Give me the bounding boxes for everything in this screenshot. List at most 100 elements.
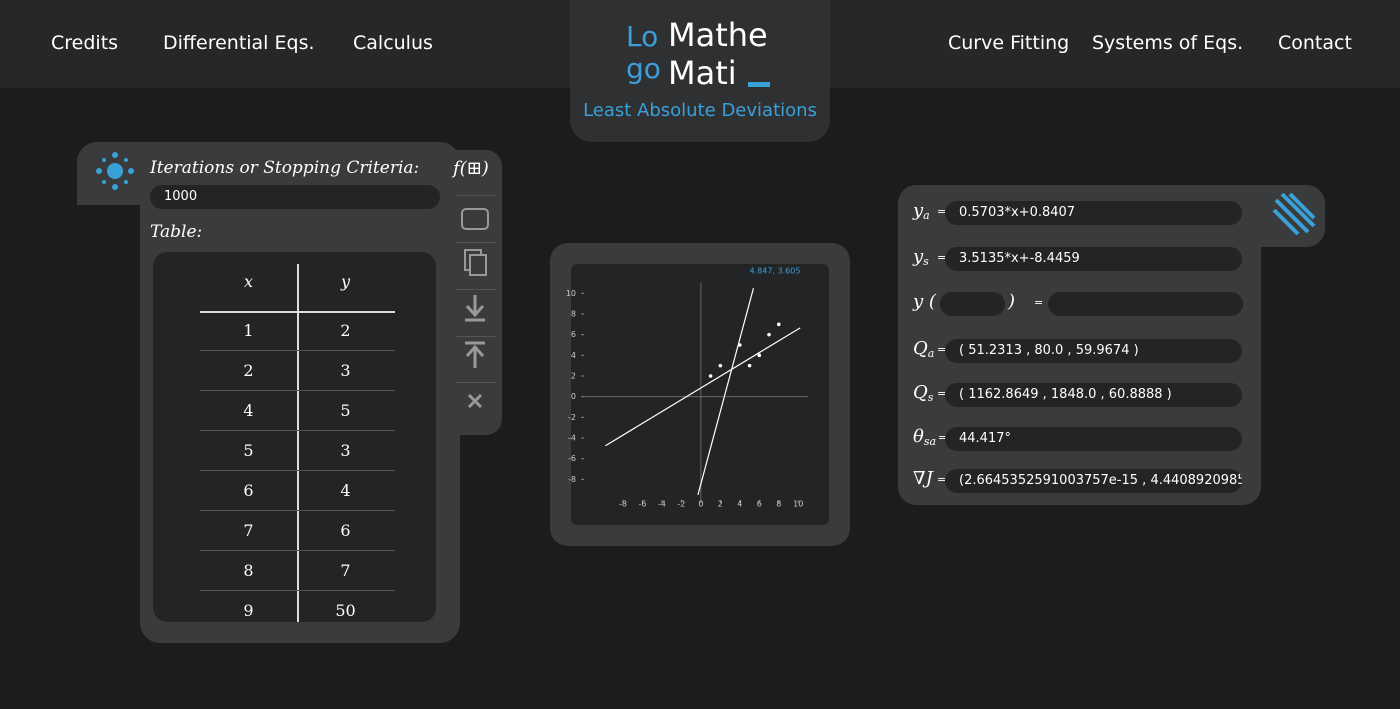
table-cell: 7 — [243, 521, 254, 540]
table-cell: 3 — [340, 361, 351, 380]
fit-line — [605, 327, 801, 447]
logo-line2: Mati — [668, 54, 737, 92]
subtitle: Least Absolute Deviations — [583, 100, 817, 121]
table-label: Table: — [150, 222, 203, 242]
help-icon[interactable] — [461, 208, 489, 230]
input-box[interactable] — [1048, 292, 1243, 316]
result-subscript: s — [927, 391, 934, 404]
row-rule — [200, 550, 395, 551]
result-symbol: y — [913, 246, 924, 267]
logo-lo: Lo — [626, 20, 659, 53]
table-cell: 9 — [243, 601, 254, 620]
data-point — [767, 332, 771, 337]
nav-link[interactable]: Differential Eqs. — [163, 32, 315, 54]
table-divider — [297, 264, 299, 622]
result-eq: = — [937, 343, 947, 356]
toolbar-separator — [456, 336, 496, 337]
nav-link[interactable]: Credits — [51, 32, 119, 54]
table-cell: 6 — [243, 481, 254, 500]
toolbar-icons — [461, 208, 489, 409]
table-cell: 8 — [243, 561, 254, 580]
nav-link[interactable]: Systems of Eqs. — [1092, 32, 1244, 54]
result-subscript: a — [927, 347, 935, 360]
toolbar-separator — [456, 382, 496, 383]
upload-icon[interactable] — [465, 341, 485, 368]
data-point — [776, 322, 781, 327]
result-value: ( 1162.8649 , 1848.0 , 60.8888 ) — [945, 383, 1242, 407]
y-tick-label: 4 — [571, 351, 576, 360]
row-rule — [200, 430, 395, 431]
logo-line1: Mathe — [668, 16, 768, 54]
x-tick-label: 6 — [757, 500, 762, 509]
result-value: 3.5135*x+-8.4459 — [945, 247, 1242, 271]
table-cell: 5 — [243, 441, 254, 460]
input-box[interactable] — [940, 292, 1005, 316]
x-tick-label: 8 — [776, 500, 781, 509]
x-tick-label: -4 — [658, 500, 666, 509]
clear-icon[interactable] — [467, 393, 483, 409]
result-value: (2.6645352591003757e-15 , 4.440892098500 — [945, 469, 1242, 493]
result-value: 44.417° — [945, 427, 1242, 451]
hover-label: 4.847, 3.605 — [750, 267, 801, 276]
iterations-input[interactable]: 1000 — [150, 185, 440, 209]
result-eq: = — [1034, 296, 1044, 309]
results-panel — [898, 230, 1261, 505]
logo-box: Lo go Mathe Mati Least Absolute Deviatio… — [570, 0, 830, 142]
y-tick-label: 0 — [571, 392, 576, 401]
y-tick-label: -6 — [568, 454, 576, 463]
table-cell: 6 — [340, 521, 351, 540]
result-subscript: sa — [923, 435, 937, 448]
table-cell: 4 — [340, 481, 351, 500]
x-tick-label: 0 — [698, 500, 703, 509]
solve-icon[interactable] — [1270, 190, 1318, 238]
toolbar-separator — [456, 242, 496, 243]
y-tick-label: -2 — [568, 413, 576, 422]
chart-frame — [571, 264, 829, 525]
data-point — [747, 363, 752, 368]
result-symbol: Q — [913, 338, 928, 359]
toolbar-separator — [456, 289, 496, 290]
y-tick-label: -8 — [568, 475, 576, 484]
data-point — [757, 353, 762, 358]
data-point — [708, 374, 713, 378]
chart: 4.847, 3.605 -8 -6 -4 -2 0 2 4 6 8 10 -8 -6 -4 -2 0 2 4 6… — [566, 267, 808, 509]
data-point — [738, 343, 742, 347]
nav-link[interactable]: Calculus — [353, 32, 433, 54]
table-header: x — [243, 272, 254, 291]
x-tick-label: 4 — [737, 500, 742, 509]
nav-link[interactable]: Curve Fitting — [948, 32, 1070, 54]
toolbar-separator — [456, 195, 496, 196]
settings-icon[interactable] — [92, 148, 138, 194]
y-tick-label: -4 — [568, 434, 576, 443]
download-icon[interactable] — [465, 295, 485, 322]
row-rule — [200, 510, 395, 511]
toolbar: f(⊞) — [451, 150, 502, 435]
result-symbol: y ( — [913, 291, 936, 312]
x-tick-label: -8 — [619, 500, 627, 509]
result-eq: = — [937, 473, 947, 486]
result-subscript: a — [923, 209, 930, 222]
row-rule — [200, 470, 395, 471]
result-eq: = — [937, 251, 947, 264]
result-value: ( 51.2313 , 80.0 , 59.9674 ) — [945, 339, 1242, 363]
table-cell: 1 — [243, 321, 254, 340]
result-symbol: ∇J — [913, 468, 933, 489]
table-cell: 2 — [340, 321, 351, 340]
fit-line — [697, 288, 755, 495]
y-tick-label: 10 — [566, 289, 576, 298]
result-symbol: θ — [913, 426, 924, 447]
function-button[interactable]: f(⊞) — [453, 158, 489, 179]
x-tick-label: 2 — [718, 500, 723, 509]
y-tick-label: 2 — [571, 372, 576, 381]
table-header: y — [340, 272, 351, 291]
result-eq: = — [937, 205, 947, 218]
table-cell: 50 — [335, 601, 356, 620]
table-header-rule — [200, 311, 395, 313]
table-cell: 5 — [340, 401, 351, 420]
row-rule — [200, 590, 395, 591]
row-rule — [200, 390, 395, 391]
result-subscript: s — [923, 255, 929, 268]
nav-link[interactable]: Contact — [1278, 32, 1352, 54]
x-tick-label: 10 — [793, 500, 803, 509]
